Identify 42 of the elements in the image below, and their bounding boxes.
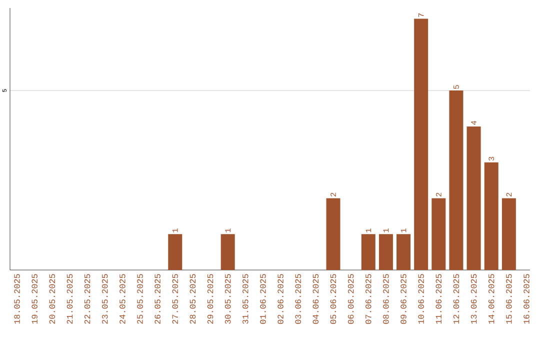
bar [168, 234, 182, 270]
x-tick-label: 28.05.2025 [190, 274, 196, 324]
x-tick-label: 21.05.2025 [66, 274, 73, 324]
x-tick-label: 11.06.2025 [436, 274, 442, 324]
x-tick-label: 29.05.2025 [207, 274, 214, 324]
bar [396, 234, 411, 270]
x-tick-label: 09.06.2025 [400, 274, 406, 324]
x-tick-label: 08.06.2025 [383, 274, 389, 324]
x-tick-label: 31.05.2025 [242, 274, 248, 324]
x-tick-label: 20.05.2025 [49, 274, 56, 324]
x-tick-label: 23.05.2025 [102, 274, 108, 324]
x-tick-label: 02.06.2025 [278, 274, 284, 324]
bar [449, 90, 464, 270]
x-tick-label: 24.05.2025 [120, 274, 126, 324]
bar [432, 198, 446, 270]
x-tick-label: 18.05.2025 [14, 274, 20, 324]
bar [378, 234, 393, 270]
x-tick-label: 03.06.2025 [295, 274, 301, 324]
x-tick-label: 19.05.2025 [32, 274, 38, 324]
x-tick-label: 01.06.2025 [260, 274, 266, 324]
x-tick-label: 06.06.2025 [348, 274, 354, 324]
bar [220, 234, 235, 270]
bar [466, 126, 481, 270]
x-tick-label: 25.05.2025 [137, 274, 143, 324]
x-tick-label: 26.05.2025 [154, 274, 160, 324]
x-tick-label: 10.06.2025 [418, 274, 424, 324]
x-tick-label: 14.06.2025 [488, 274, 494, 324]
x-tick-label: 30.05.2025 [224, 274, 231, 324]
bar [361, 234, 376, 270]
bar [414, 18, 428, 270]
x-tick-label: 27.05.2025 [172, 274, 178, 324]
bar [326, 198, 340, 270]
x-tick-label: 13.06.2025 [470, 274, 477, 324]
x-tick-label: 05.06.2025 [330, 274, 336, 324]
x-tick-label: 22.05.2025 [84, 274, 90, 324]
bar [484, 162, 498, 270]
bar [502, 198, 516, 270]
x-tick-label: 07.06.2025 [366, 274, 372, 324]
x-tick-label: 16.06.2025 [524, 274, 530, 324]
x-tick-label: 04.06.2025 [312, 274, 319, 324]
x-tick-label: 15.06.2025 [506, 274, 512, 324]
x-tick-label: 12.06.2025 [453, 274, 460, 324]
